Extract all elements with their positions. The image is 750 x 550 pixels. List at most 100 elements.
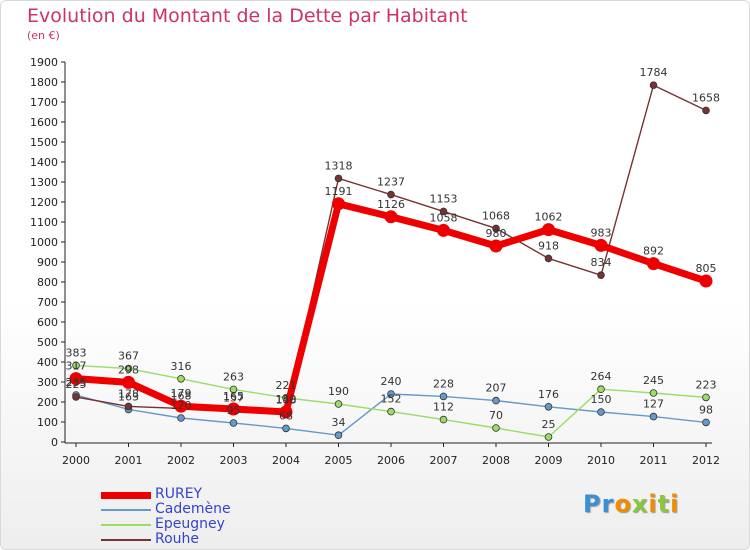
- data-label: 207: [486, 382, 507, 395]
- x-tick-label: 2000: [62, 454, 90, 467]
- data-label: 1153: [430, 192, 458, 205]
- data-label: 1318: [325, 159, 353, 172]
- data-point: [649, 81, 658, 89]
- data-label: 245: [643, 374, 664, 387]
- data-label: 225: [66, 378, 87, 391]
- data-label: 95: [227, 404, 241, 417]
- data-point: [597, 408, 605, 416]
- data-labels: 317 298 179 165 150 1191 1126 1058 980 1062 983 892…: [66, 66, 721, 431]
- data-label: 223: [696, 378, 717, 391]
- brand-logo-letter: r: [601, 490, 615, 518]
- data-label: 264: [591, 370, 612, 383]
- data-point: [439, 415, 448, 424]
- data-point: [439, 392, 448, 401]
- legend-item-epeugney: Epeugney: [101, 516, 321, 533]
- data-point: [699, 274, 713, 288]
- series-epeugney: [72, 361, 710, 441]
- data-label: 918: [538, 239, 559, 252]
- legend-item-rouhe: Rouhe: [101, 531, 321, 548]
- data-point: [492, 224, 500, 233]
- y-tick-label: 1300: [30, 176, 58, 189]
- data-label: 98: [699, 403, 713, 416]
- y-tick-label: 600: [37, 316, 58, 329]
- data-label: 120: [171, 399, 192, 412]
- data-label: 165: [223, 390, 244, 403]
- data-label: 127: [643, 398, 664, 411]
- data-point: [387, 390, 395, 398]
- data-point: [177, 414, 185, 422]
- data-point: [384, 210, 398, 224]
- data-label: 235: [66, 376, 87, 389]
- data-label: 1068: [482, 209, 510, 222]
- data-point: [544, 254, 553, 263]
- x-tick-label: 2012: [692, 454, 720, 467]
- data-point: [124, 402, 133, 411]
- data-label: 317: [66, 360, 87, 373]
- x-tick-label: 2003: [220, 454, 248, 467]
- y-tick-label: 1900: [30, 56, 58, 69]
- x-tick-label: 2006: [377, 454, 405, 467]
- data-label: 1058: [430, 211, 458, 224]
- data-label: 316: [171, 360, 192, 373]
- legend-swatch: [101, 491, 151, 499]
- data-point: [69, 372, 83, 386]
- data-label: 1237: [377, 176, 405, 189]
- data-label: 892: [643, 245, 664, 258]
- data-label: 168: [171, 389, 192, 402]
- brand-logo-letter: P: [583, 490, 602, 518]
- data-label: 1126: [377, 198, 405, 211]
- data-point: [544, 433, 553, 441]
- legend-item-cademène: Cademène: [101, 501, 321, 518]
- brand-logo-letter: x: [631, 490, 649, 518]
- x-tick-label: 2002: [167, 454, 195, 467]
- legend-label: Epeugney: [155, 516, 225, 532]
- data-point: [334, 174, 343, 183]
- legend-label: RUREY: [155, 486, 203, 502]
- y-tick-label: 1400: [30, 156, 58, 169]
- legend-label: Cademène: [155, 501, 231, 517]
- data-point: [597, 385, 605, 394]
- y-tick-label: 200: [37, 396, 58, 409]
- data-label: 983: [591, 226, 612, 239]
- data-label: 25: [542, 418, 556, 431]
- y-tick-label: 1600: [30, 116, 58, 129]
- y-tick-label: 0: [51, 436, 58, 449]
- data-point: [437, 223, 450, 237]
- data-point: [334, 431, 343, 440]
- legend-label: Rouhe: [155, 531, 200, 547]
- data-point: [597, 271, 605, 280]
- chart-unit-label: (en €): [27, 29, 60, 42]
- legend-swatch: [101, 509, 151, 511]
- data-label: 163: [118, 390, 139, 403]
- data-point: [542, 223, 555, 237]
- data-point: [282, 424, 290, 433]
- data-label: 1784: [640, 66, 668, 79]
- data-label: 34: [332, 416, 346, 429]
- data-point: [492, 424, 500, 432]
- y-tick-label: 700: [37, 296, 58, 309]
- y-tick-label: 800: [37, 276, 58, 289]
- data-point: [492, 396, 500, 405]
- y-tick-label: 400: [37, 356, 58, 369]
- brand-logo: Proxiti: [583, 490, 679, 518]
- data-label: 240: [381, 375, 402, 388]
- data-point: [387, 190, 395, 199]
- data-point: [649, 389, 658, 397]
- data-point: [177, 374, 185, 383]
- legend-swatch: [101, 539, 151, 541]
- data-label: 221: [276, 379, 297, 392]
- data-point: [332, 197, 345, 211]
- data-point: [489, 239, 503, 253]
- x-tick-label: 2008: [482, 454, 510, 467]
- data-point: [229, 419, 238, 427]
- data-point: [702, 106, 710, 115]
- x-tick-label: 2009: [535, 454, 563, 467]
- data-label: 980: [486, 227, 507, 240]
- legend-item-rurey: RUREY: [101, 486, 321, 503]
- data-point: [279, 405, 293, 419]
- y-tick-label: 1800: [30, 76, 58, 89]
- y-tick-label: 1000: [30, 236, 58, 249]
- legend-swatch: [101, 524, 151, 526]
